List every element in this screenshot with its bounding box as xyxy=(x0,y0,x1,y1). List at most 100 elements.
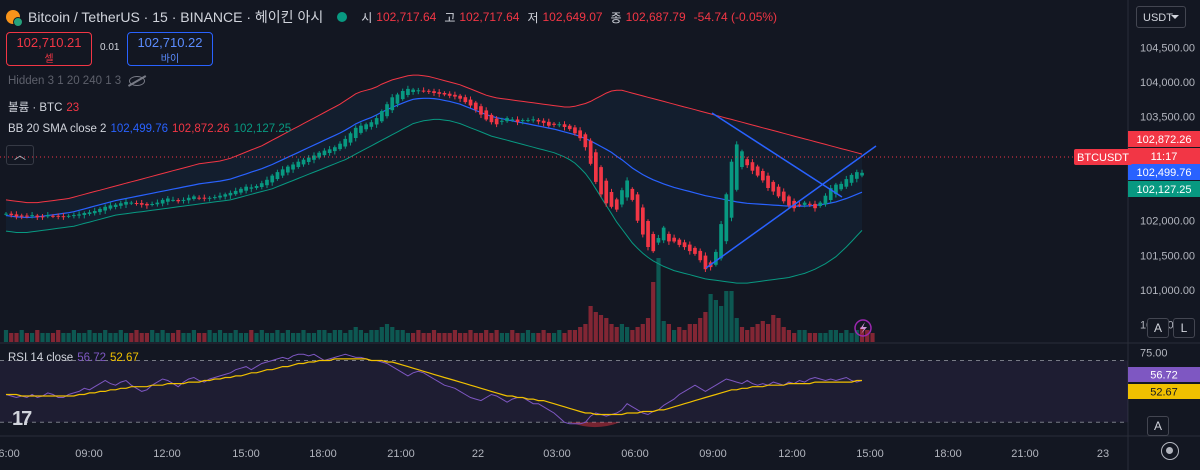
rsi-value: 56.72 xyxy=(77,352,106,364)
high-label: 고 xyxy=(444,10,456,25)
volume-bar xyxy=(275,330,280,342)
volume-bar xyxy=(343,333,348,342)
candle-body xyxy=(651,234,656,252)
volume-bar xyxy=(92,333,97,342)
currency-selector[interactable]: USDT xyxy=(1136,6,1186,28)
candle-body xyxy=(51,215,55,217)
volume-bar xyxy=(411,333,416,342)
x-tick-label: 12:00 xyxy=(153,448,181,460)
candle-body xyxy=(56,215,61,217)
volume-bar xyxy=(87,330,92,342)
log-scale-button[interactable]: L xyxy=(1173,318,1195,338)
volume-bar xyxy=(792,333,797,342)
volume-bar xyxy=(364,333,369,342)
candle-body xyxy=(270,175,275,183)
volume-bar xyxy=(108,333,113,342)
candle-body xyxy=(541,120,546,123)
candle-body xyxy=(515,119,520,123)
candle-body xyxy=(160,199,165,204)
candle-body xyxy=(813,203,817,209)
candle-body xyxy=(677,239,682,245)
candle-body xyxy=(395,94,400,104)
bb-legend[interactable]: BB 20 SMA close 2 102,499.76 102,872.26 102… xyxy=(8,123,291,135)
x-tick-label: 18:00 xyxy=(934,448,962,460)
countdown-tag: 11:17 xyxy=(1151,151,1178,163)
rsi-legend[interactable]: RSI 14 close 56.72 52.67 xyxy=(8,352,139,364)
volume-bar xyxy=(478,333,484,342)
buy-button[interactable]: 102,710.22 바이 xyxy=(127,32,213,66)
volume-bar xyxy=(729,291,734,342)
candle-body xyxy=(82,213,87,215)
symbol-title[interactable]: Bitcoin / TetherUS · 15 · BINANCE · 헤이킨 … xyxy=(28,9,324,25)
volume-bar xyxy=(463,333,468,342)
price-tag-lower: 102,127.25 xyxy=(1136,184,1191,196)
candle-body xyxy=(834,184,838,194)
volume-bar xyxy=(870,333,875,342)
candle-body xyxy=(61,216,66,218)
candle-body xyxy=(192,196,196,199)
legend-header: Bitcoin / TetherUS · 15 · BINANCE · 헤이킨 … xyxy=(6,6,781,28)
candle-body xyxy=(437,92,442,94)
y-tick-label: 104,000.00 xyxy=(1140,77,1195,89)
hidden-indicator-legend[interactable]: Hidden 3 1 20 240 1 3 xyxy=(8,75,146,87)
candle-body xyxy=(228,192,233,196)
candle-body xyxy=(594,152,598,182)
candle-body xyxy=(698,250,703,261)
candle-body xyxy=(672,237,676,242)
candle-body xyxy=(641,207,645,235)
candle-body xyxy=(494,118,499,125)
volume-bar xyxy=(578,327,583,342)
candle-body xyxy=(218,195,222,198)
candle-body xyxy=(766,175,770,188)
volume-bar xyxy=(118,330,123,342)
settings-gear-icon[interactable] xyxy=(1161,442,1179,460)
volume-bar xyxy=(505,333,510,342)
volume-bar xyxy=(129,333,134,342)
candle-body xyxy=(40,216,45,218)
candle-body xyxy=(406,88,410,95)
candle-body xyxy=(599,167,603,195)
price-tag-basis-bg xyxy=(1128,164,1200,180)
volume-bar xyxy=(103,330,108,342)
candle-body xyxy=(839,183,843,190)
close-value: 102,687.79 xyxy=(625,10,686,24)
rsi-auto-scale-button[interactable]: A xyxy=(1147,416,1169,436)
candle-body xyxy=(249,187,254,189)
candle-body xyxy=(479,106,483,115)
candle-body xyxy=(353,127,358,138)
spread-value: 0.01 xyxy=(100,42,120,53)
candle-body xyxy=(667,233,671,242)
candle-body xyxy=(771,181,776,192)
volume-bar xyxy=(489,333,494,342)
candle-body xyxy=(776,186,781,197)
candle-body xyxy=(265,179,269,186)
volume-bar xyxy=(859,327,865,342)
rsi-ma-value-tag-bg xyxy=(1128,384,1200,399)
trendline-down xyxy=(711,112,843,198)
hidden-eye-icon[interactable] xyxy=(129,75,146,86)
volume-bar xyxy=(228,333,233,342)
volume-bar xyxy=(3,330,9,342)
sell-button[interactable]: 102,710.21 셀 xyxy=(6,32,92,66)
x-tick-label: 22 xyxy=(472,448,484,460)
auto-scale-button[interactable]: A xyxy=(1147,318,1169,338)
volume-legend[interactable]: 볼륨 · BTC 23 xyxy=(8,99,79,115)
volume-bar xyxy=(332,330,337,342)
candle-body xyxy=(787,196,791,206)
volume-bar xyxy=(181,333,186,342)
x-tick-label: 09:00 xyxy=(75,448,103,460)
volume-bar xyxy=(760,321,765,342)
volume-bar xyxy=(358,330,363,342)
x-tick-label: 15:00 xyxy=(232,448,260,460)
candle-body xyxy=(87,212,92,214)
candle-body xyxy=(312,155,316,160)
volume-bar xyxy=(139,333,144,342)
bb-lower-line xyxy=(5,118,863,284)
volume-bar xyxy=(306,333,311,342)
collapse-legend-button[interactable]: ︿ xyxy=(6,145,34,165)
buy-label: 바이 xyxy=(160,54,180,65)
volume-bar xyxy=(452,330,457,342)
close-label: 종 xyxy=(610,10,622,25)
candle-body xyxy=(646,221,650,247)
